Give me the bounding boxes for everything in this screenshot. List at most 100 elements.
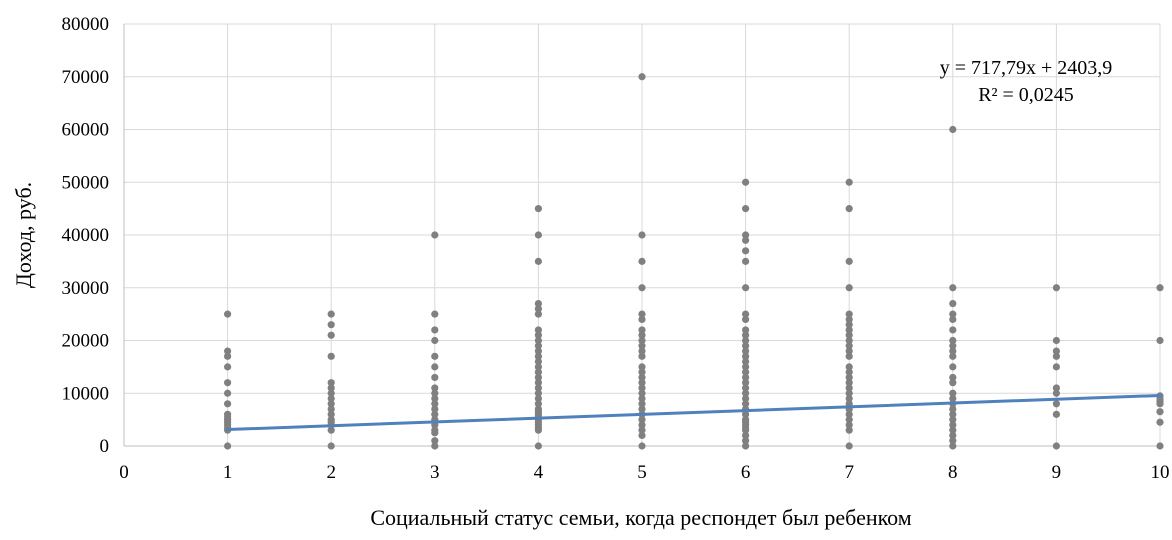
data-point (638, 363, 646, 371)
data-point (1156, 408, 1164, 416)
data-point (845, 426, 853, 434)
data-point (638, 400, 646, 408)
x-tick-label: 0 (119, 462, 129, 483)
data-point (949, 299, 957, 308)
data-point (742, 205, 750, 213)
data-point (431, 310, 439, 318)
data-point (638, 336, 646, 345)
x-tick-label: 10 (1151, 462, 1170, 483)
data-point (534, 299, 543, 308)
y-tick-label: 80000 (62, 14, 110, 35)
data-point (224, 379, 232, 387)
data-point (845, 384, 853, 392)
data-point (534, 363, 543, 371)
data-point (638, 342, 646, 350)
data-point (638, 416, 646, 424)
data-point (638, 405, 646, 413)
data-point (638, 231, 646, 239)
data-point (1052, 347, 1060, 355)
data-point (845, 336, 853, 345)
data-point (327, 331, 335, 339)
data-point (638, 394, 646, 403)
data-point (1052, 363, 1060, 371)
data-point (534, 358, 543, 366)
data-point (949, 352, 957, 360)
data-point (949, 421, 957, 429)
data-point (845, 257, 853, 265)
data-point (949, 410, 957, 418)
data-point (327, 394, 335, 403)
data-point (845, 331, 853, 339)
data-point (1156, 418, 1164, 426)
data-point (534, 331, 543, 339)
data-point (742, 363, 750, 371)
y-tick-label: 0 (100, 436, 110, 457)
data-point (534, 310, 543, 318)
data-point (742, 400, 750, 408)
data-point (742, 442, 750, 450)
data-point (431, 231, 439, 239)
data-point (431, 437, 439, 445)
data-point (742, 310, 750, 318)
y-tick-label: 50000 (62, 172, 110, 193)
data-point (742, 352, 750, 360)
data-point (742, 394, 750, 403)
data-point (534, 352, 543, 360)
data-point (742, 426, 750, 434)
data-point (1052, 410, 1060, 418)
data-point (224, 400, 232, 408)
data-point (638, 442, 646, 450)
data-point (638, 315, 646, 323)
data-point (638, 310, 646, 318)
data-point (327, 321, 335, 329)
data-point (949, 315, 957, 323)
data-point (845, 416, 853, 424)
data-point (638, 431, 646, 440)
data-point (742, 236, 750, 244)
data-point (327, 410, 335, 418)
data-point (949, 394, 957, 403)
data-point (742, 336, 750, 345)
data-point (534, 389, 543, 397)
data-point (224, 363, 232, 371)
data-point (742, 178, 750, 186)
data-point (327, 352, 335, 360)
data-point (431, 326, 439, 334)
data-point (845, 326, 853, 334)
data-point (534, 384, 543, 392)
data-point (327, 389, 335, 397)
data-point (845, 410, 853, 418)
data-point (534, 394, 543, 403)
data-point (949, 442, 957, 450)
data-point (949, 426, 957, 434)
data-point (949, 363, 957, 371)
data-point (742, 379, 750, 387)
data-point (1052, 442, 1060, 450)
data-point (742, 331, 750, 339)
data-point (534, 257, 543, 265)
y-tick-label: 30000 (62, 278, 110, 299)
data-point (638, 284, 646, 292)
data-point (224, 442, 232, 450)
data-point (638, 347, 646, 355)
data-point (534, 205, 543, 213)
data-point (949, 405, 957, 413)
data-point (534, 373, 543, 382)
data-points (224, 73, 1164, 450)
data-point (742, 384, 750, 392)
x-tick-label: 7 (844, 462, 854, 483)
data-point (534, 326, 543, 334)
data-point (845, 389, 853, 397)
data-point (534, 231, 543, 239)
data-point (327, 442, 335, 450)
data-point (845, 379, 853, 387)
data-point (534, 305, 543, 313)
trendline (226, 393, 1162, 432)
data-point (224, 389, 232, 397)
data-point (638, 331, 646, 339)
data-point (431, 336, 439, 345)
data-point (742, 342, 750, 350)
data-point (327, 400, 335, 408)
data-point (949, 373, 957, 382)
